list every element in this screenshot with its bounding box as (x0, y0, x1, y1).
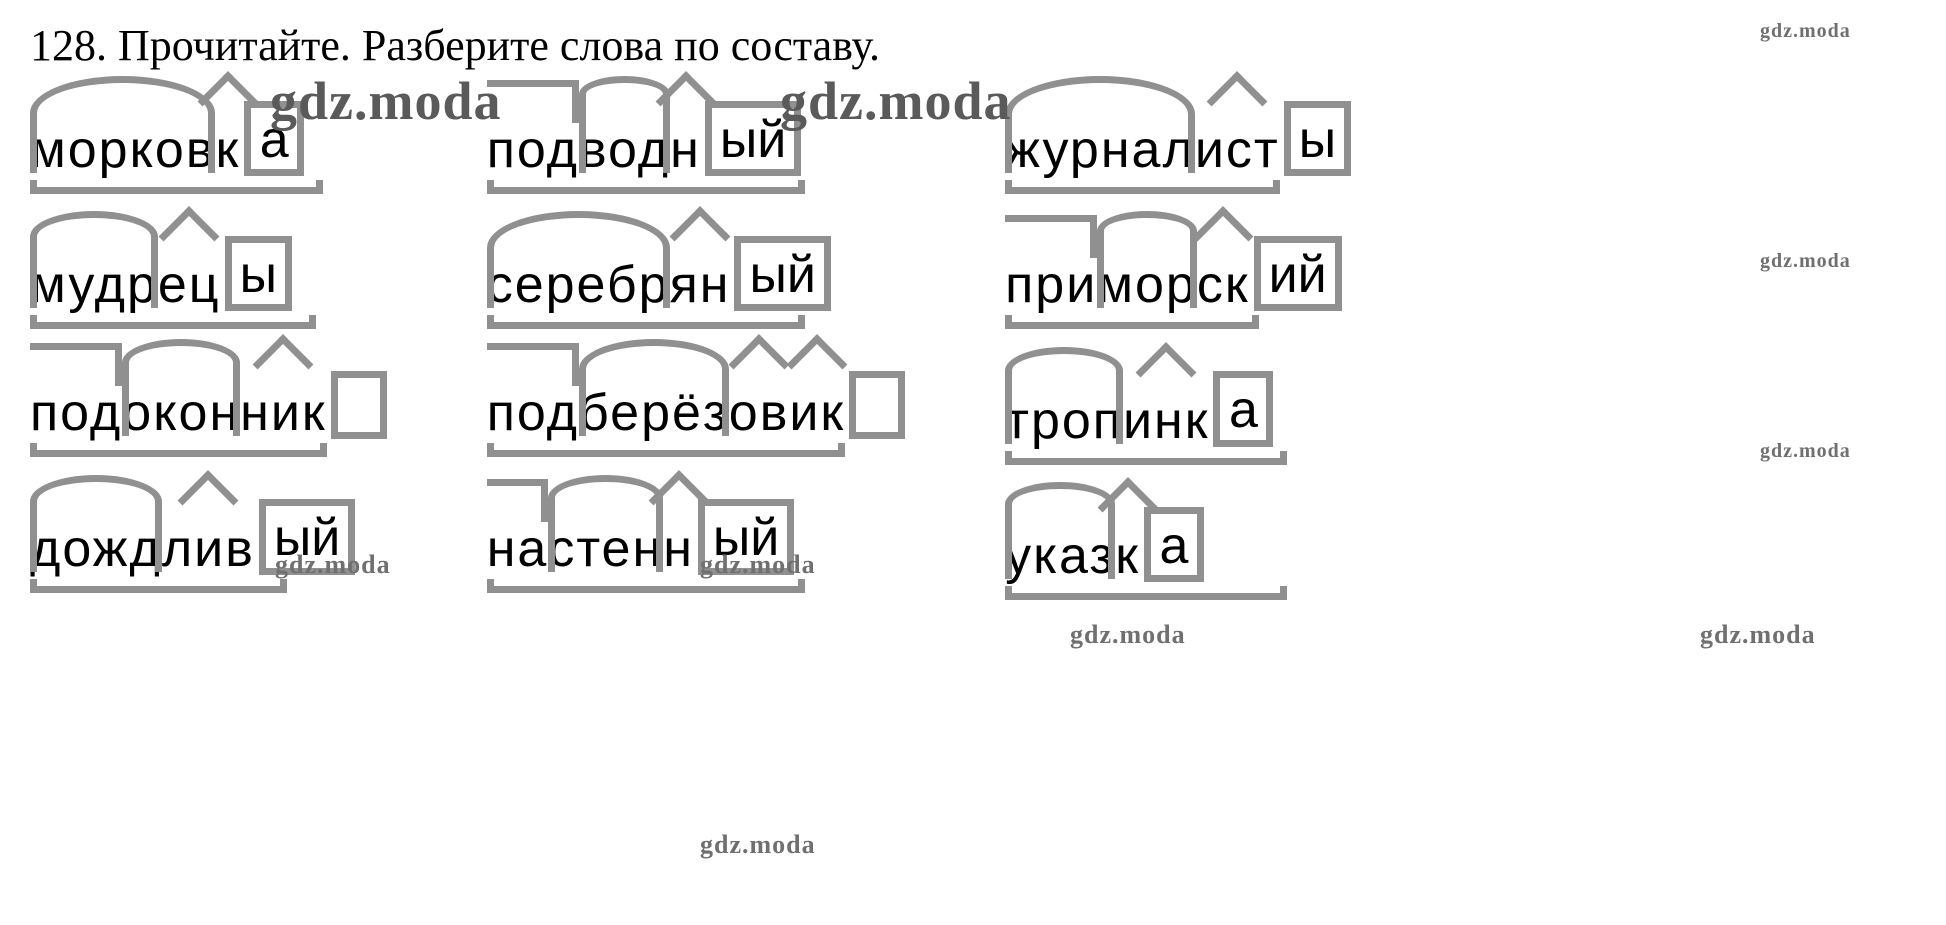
suffix: ян (670, 259, 731, 311)
stem-bracket (1005, 180, 1280, 194)
root: стен (548, 523, 663, 575)
suffix: ск (1197, 259, 1250, 311)
stem-bracket (1005, 586, 1287, 600)
word-morkovka: морков к а (30, 101, 387, 176)
ending-empty (331, 371, 387, 439)
prefix: под (487, 387, 579, 439)
root: серебр (487, 259, 670, 311)
ending: ий (1254, 236, 1342, 311)
root: окон (122, 387, 240, 439)
ending: а (244, 101, 304, 176)
suffix: к (215, 124, 240, 176)
prefix: при (1005, 259, 1097, 311)
ending: а (1144, 507, 1204, 582)
ending: ый (705, 101, 801, 176)
prefix: под (487, 124, 579, 176)
watermark: gdz.moda (1700, 620, 1816, 650)
suffix: ов (729, 387, 790, 439)
word-podokonnik: под окон ник (30, 371, 387, 439)
word-mudrecy: мудр ец ы (30, 236, 387, 311)
ending: ый (259, 499, 355, 574)
stem-bracket (30, 443, 327, 457)
root: мор (1097, 259, 1197, 311)
ending: ы (225, 236, 292, 311)
ending: а (1213, 371, 1273, 446)
root: вод (579, 124, 670, 176)
prefix: на (487, 523, 549, 575)
ending-empty (849, 371, 905, 439)
suffix: ец (158, 259, 221, 311)
suffix: н (663, 523, 694, 575)
root: морков (30, 124, 215, 176)
word-tropinka: троп инк а (1005, 371, 1351, 446)
suffix: к (1115, 530, 1140, 582)
suffix: ист (1195, 124, 1280, 176)
stem-bracket (30, 315, 316, 329)
watermark: gdz.moda (1070, 620, 1186, 650)
root: дожд (30, 523, 162, 575)
stem-bracket (1005, 451, 1287, 465)
stem-bracket (1005, 315, 1259, 329)
column-3: журнал ист ы при мор ск ий троп инк а (1005, 101, 1351, 582)
stem-bracket (30, 579, 287, 593)
word-zhurnalisty: журнал ист ы (1005, 101, 1351, 176)
word-primorskiy: при мор ск ий (1005, 236, 1351, 311)
word-ukazka: указ к а (1005, 507, 1351, 582)
watermark: gdz.moda (700, 830, 816, 860)
exercise-heading: 128. Прочитайте. Разберите слова по сост… (30, 20, 1916, 71)
column-1: морков к а мудр ец ы под окон ник (30, 101, 387, 582)
root: берёз (579, 387, 729, 439)
root: журнал (1005, 124, 1195, 176)
suffix: ик (789, 387, 845, 439)
suffix: лив (162, 523, 255, 575)
root: мудр (30, 259, 158, 311)
suffix: н (670, 124, 701, 176)
word-columns: морков к а мудр ец ы под окон ник (30, 101, 1916, 582)
word-serebryanyy: серебр ян ый (487, 236, 905, 311)
root: троп (1005, 395, 1123, 447)
word-podvodnyy: под вод н ый (487, 101, 905, 176)
suffix: инк (1123, 395, 1210, 447)
stem-bracket (487, 315, 805, 329)
stem-bracket (487, 579, 805, 593)
stem-bracket (487, 180, 805, 194)
root: указ (1005, 530, 1115, 582)
word-nastennyy: на стен н ый (487, 499, 905, 574)
ending: ый (698, 499, 794, 574)
column-2: под вод н ый серебр ян ый под берёз ов и… (487, 101, 905, 582)
stem-bracket (30, 180, 323, 194)
ending: ый (734, 236, 830, 311)
suffix: ник (240, 387, 327, 439)
ending: ы (1284, 101, 1351, 176)
word-podberezovik: под берёз ов ик (487, 371, 905, 439)
stem-bracket (487, 443, 845, 457)
word-dozhdlivyy: дожд лив ый (30, 499, 387, 574)
prefix: под (30, 387, 122, 439)
